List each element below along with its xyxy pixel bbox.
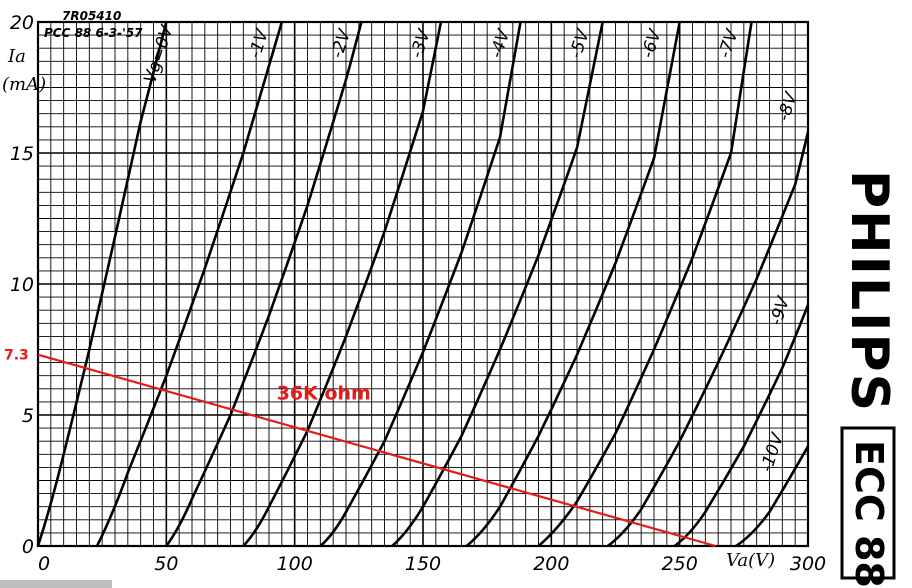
curve-2v [165,21,363,547]
manufacturer-logo: PHILIPS [839,170,899,413]
load-line-label: 36K ohm [277,382,371,404]
curves [36,21,810,548]
model-box [840,426,896,580]
plot-frame [36,20,810,548]
x-tick-label: 0 [38,553,50,575]
y-tick-label: 5 [22,405,34,427]
load-line-intercept-label: 7.3 [4,348,29,364]
curve-1v [95,21,284,547]
grid [37,21,809,547]
curve-label: -7V [715,26,743,61]
load-line [37,353,716,548]
curve-label: -9V [766,293,794,328]
tube-date: PCC 88 6-3-'57 [44,26,143,40]
y-tick-label: 15 [10,143,34,165]
x-tick-label: 100 [277,553,313,575]
y-axis-unit: (mA) [2,74,46,95]
curve-8v [607,131,810,548]
curve-label: -8V [774,89,802,124]
curve-label: -3V [407,26,435,61]
y-tick-label: 0 [22,536,34,558]
curve-10v [735,445,810,548]
x-tick-label: 150 [405,553,441,575]
curve-vg0v [36,21,168,547]
load-line-group: 7.3 36K ohm [4,348,716,548]
x-tick-label: 300 [790,553,826,575]
curve-label: Vg=0V [140,22,178,86]
curve-label: -6V [638,26,666,61]
x-axis-label: Va(V) [726,550,775,571]
x-tick-label: 200 [533,553,569,575]
x-tick-label: 250 [662,553,698,575]
scroll-indicator [0,580,112,588]
y-tick-label: 20 [10,12,34,34]
curve-label: -4V [486,26,514,61]
curve-9v [673,304,810,548]
y-axis-symbol: Ia [7,46,26,67]
y-tick-label: 10 [10,274,34,296]
curve-4v [319,21,522,547]
chart-code: 7R05410 [62,9,121,23]
curve-7v [537,21,753,547]
curve-3v [242,21,443,547]
x-tick-label: 50 [154,553,178,575]
curve-5v [391,21,604,547]
plot-border [36,20,810,548]
model-label: ECC 88 [847,440,891,588]
curve-6v [465,21,681,548]
